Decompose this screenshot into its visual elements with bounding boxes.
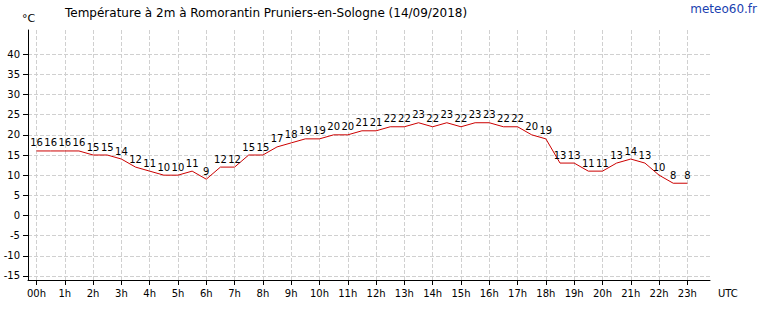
svg-text:22: 22	[497, 113, 510, 124]
svg-text:23h: 23h	[678, 288, 697, 299]
svg-text:13: 13	[554, 150, 567, 161]
svg-text:20: 20	[7, 129, 20, 140]
svg-text:23: 23	[483, 109, 496, 120]
svg-text:10h: 10h	[310, 288, 329, 299]
svg-text:30: 30	[7, 89, 20, 100]
svg-text:40: 40	[7, 49, 20, 60]
svg-text:-10: -10	[4, 250, 20, 261]
svg-text:5h: 5h	[172, 288, 185, 299]
svg-text:16: 16	[30, 137, 43, 148]
svg-text:-15: -15	[4, 270, 20, 281]
svg-text:3h: 3h	[115, 288, 128, 299]
svg-text:1h: 1h	[58, 288, 71, 299]
svg-text:35: 35	[7, 69, 20, 80]
svg-text:15: 15	[7, 150, 20, 161]
svg-text:16: 16	[73, 137, 86, 148]
svg-text:18: 18	[285, 129, 298, 140]
svg-text:22h: 22h	[650, 288, 669, 299]
svg-text:20h: 20h	[593, 288, 612, 299]
svg-text:21h: 21h	[621, 288, 640, 299]
svg-text:17h: 17h	[508, 288, 527, 299]
svg-text:°C: °C	[22, 12, 36, 25]
svg-text:20: 20	[341, 121, 354, 132]
svg-text:18h: 18h	[536, 288, 555, 299]
svg-text:15: 15	[257, 142, 270, 153]
svg-text:20: 20	[525, 121, 538, 132]
svg-text:9: 9	[203, 166, 209, 177]
svg-text:21: 21	[370, 117, 383, 128]
svg-text:-5: -5	[10, 230, 20, 241]
svg-text:11: 11	[596, 158, 609, 169]
svg-text:17: 17	[271, 133, 284, 144]
svg-text:meteo60.fr: meteo60.fr	[690, 2, 757, 16]
svg-text:11: 11	[582, 158, 595, 169]
svg-text:14h: 14h	[423, 288, 442, 299]
svg-text:00h: 00h	[27, 288, 46, 299]
svg-text:5: 5	[14, 190, 20, 201]
svg-text:10: 10	[7, 170, 20, 181]
svg-text:10: 10	[653, 162, 666, 173]
svg-text:22: 22	[398, 113, 411, 124]
svg-text:6h: 6h	[200, 288, 213, 299]
svg-text:11: 11	[143, 158, 156, 169]
svg-text:Température à 2m à Romorantin: Température à 2m à Romorantin Pruniers-e…	[64, 6, 467, 20]
svg-text:16: 16	[44, 137, 57, 148]
svg-text:16: 16	[58, 137, 71, 148]
svg-text:11h: 11h	[338, 288, 357, 299]
svg-text:11: 11	[186, 158, 199, 169]
svg-text:10: 10	[172, 162, 185, 173]
svg-text:8: 8	[670, 170, 676, 181]
svg-text:19: 19	[540, 125, 553, 136]
svg-text:10: 10	[157, 162, 170, 173]
svg-text:15h: 15h	[451, 288, 470, 299]
svg-text:22: 22	[426, 113, 439, 124]
svg-text:8h: 8h	[257, 288, 270, 299]
svg-text:13: 13	[639, 150, 652, 161]
svg-text:12: 12	[228, 154, 241, 165]
svg-text:12: 12	[129, 154, 142, 165]
svg-text:13h: 13h	[395, 288, 414, 299]
svg-text:13: 13	[568, 150, 581, 161]
svg-text:19: 19	[299, 125, 312, 136]
svg-text:7h: 7h	[228, 288, 241, 299]
svg-text:15: 15	[242, 142, 255, 153]
svg-text:16h: 16h	[480, 288, 499, 299]
svg-text:19h: 19h	[565, 288, 584, 299]
svg-text:23: 23	[440, 109, 453, 120]
svg-text:23: 23	[412, 109, 425, 120]
svg-text:19: 19	[313, 125, 326, 136]
svg-text:13: 13	[610, 150, 623, 161]
svg-text:20: 20	[327, 121, 340, 132]
svg-text:15: 15	[87, 142, 100, 153]
svg-text:8: 8	[684, 170, 690, 181]
svg-text:22: 22	[384, 113, 397, 124]
svg-text:12: 12	[214, 154, 227, 165]
svg-text:23: 23	[469, 109, 482, 120]
svg-text:15: 15	[101, 142, 114, 153]
svg-text:22: 22	[455, 113, 468, 124]
svg-text:22: 22	[511, 113, 524, 124]
svg-text:0: 0	[14, 210, 20, 221]
svg-text:25: 25	[7, 109, 20, 120]
svg-text:9h: 9h	[285, 288, 298, 299]
svg-text:4h: 4h	[143, 288, 156, 299]
svg-text:UTC: UTC	[718, 288, 738, 299]
svg-text:14: 14	[115, 146, 128, 157]
svg-text:21: 21	[356, 117, 369, 128]
svg-text:2h: 2h	[87, 288, 100, 299]
svg-text:14: 14	[624, 146, 637, 157]
svg-text:12h: 12h	[367, 288, 386, 299]
